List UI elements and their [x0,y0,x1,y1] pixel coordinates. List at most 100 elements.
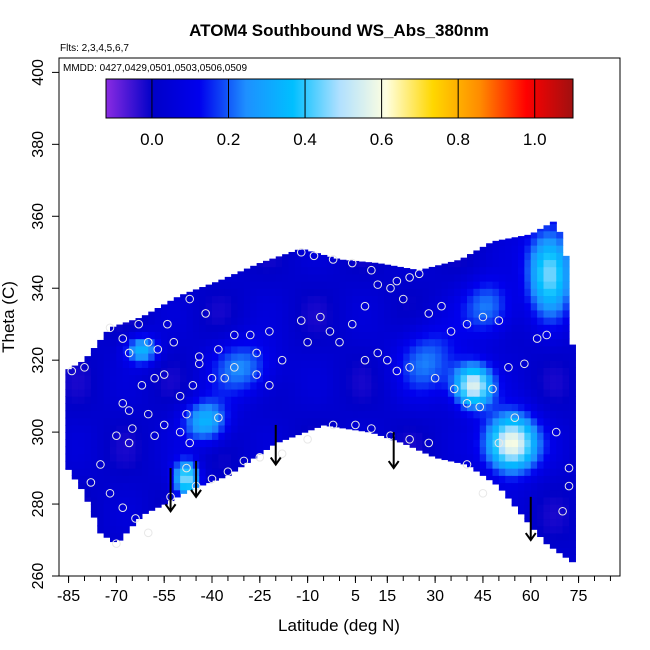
heatmap-cell [396,302,404,311]
heatmap-cell [333,273,341,282]
heatmap-cell [479,439,487,448]
heatmap-cell [403,331,411,340]
heatmap-cell [549,403,557,412]
heatmap-cell [97,511,105,520]
heatmap-cell [447,446,455,455]
heatmap-cell [282,410,290,419]
heatmap-cell [390,367,398,376]
heatmap-cell [530,232,538,239]
heatmap-cell [524,518,532,523]
heatmap-cell [479,396,487,404]
heatmap-cell [467,281,474,289]
heatmap-cell [537,237,545,246]
heatmap-cell [282,331,290,340]
heatmap-cell [90,348,98,354]
heatmap-cell [148,360,156,368]
heatmap-cell [243,309,251,318]
heatmap-cell [288,251,296,253]
heatmap-cell [518,338,525,347]
heatmap-cell [447,410,455,419]
heatmap-cell [263,338,270,347]
heatmap-cell [345,352,353,361]
heatmap-cell [498,352,506,361]
heatmap-cell [454,331,462,340]
heatmap-cell [218,468,226,476]
heatmap-cell [326,352,334,361]
heatmap-cell [103,396,111,404]
heatmap-cell [314,410,321,419]
heatmap-cell [237,424,245,433]
observation-points [67,247,574,548]
heatmap-cell [243,388,251,397]
heatmap-cell [135,360,143,368]
heatmap-cell [358,281,366,289]
heatmap-cell [141,511,149,514]
heatmap-cell [543,273,551,282]
observation-point [542,330,551,340]
heatmap-cell [492,360,500,368]
heatmap-cell [409,388,417,397]
heatmap-cell [441,403,449,412]
heatmap-cell [358,261,366,268]
heatmap-cell [384,374,392,383]
heatmap-cell [377,424,385,433]
heatmap-cell [403,273,411,282]
heatmap-cell [65,374,73,383]
heatmap-cell [205,410,213,419]
heatmap-cell [90,475,98,484]
heatmap-cell [333,259,341,268]
heatmap-cell [518,381,525,390]
heatmap-cell [282,288,290,297]
heatmap-cell [530,410,538,419]
heatmap-cell [358,424,366,432]
heatmap-cell [116,446,124,455]
heatmap-cell [97,460,105,469]
heatmap-cell [524,259,532,268]
heatmap-cell [352,266,360,275]
heatmap-cell [250,338,258,347]
heatmap-cell [263,439,270,448]
heatmap-cell [416,367,423,376]
heatmap-cell [186,453,194,462]
heatmap-cell [237,403,245,412]
heatmap-cell [492,417,500,426]
heatmap-cell [339,367,347,376]
heatmap-cell [97,360,105,368]
heatmap-cell [428,367,436,376]
heatmap-cell [250,432,258,440]
heatmap-cell [569,367,576,376]
heatmap-cell [352,367,360,376]
heatmap-cell [549,273,557,282]
heatmap-cell [97,367,105,376]
heatmap-cell [237,324,245,332]
heatmap-cell [263,331,270,340]
heatmap-cell [275,352,283,361]
heatmap-cell [562,259,570,268]
heatmap-cell [173,410,181,419]
heatmap-cell [154,331,162,340]
heatmap-cell [505,424,513,433]
heatmap-cell [498,367,506,376]
heatmap-cell [556,388,564,397]
heatmap-cell [282,396,290,404]
heatmap-cell [250,302,258,311]
heatmap-cell [167,453,175,462]
heatmap-cell [409,446,417,448]
heatmap-cell [199,410,207,419]
heatmap-field [65,221,576,563]
heatmap-cell [212,317,219,325]
observation-point [430,373,440,383]
heatmap-cell [549,417,557,426]
heatmap-cell [549,381,557,390]
heatmap-cell [116,504,124,512]
heatmap-cell [186,403,194,412]
observation-point [367,424,376,433]
heatmap-cell [154,460,162,469]
heatmap-cell [371,360,379,368]
heatmap-cell [447,424,455,433]
heatmap-cell [263,417,270,426]
heatmap-cell [486,345,494,354]
heatmap-cell [333,331,341,340]
heatmap-cell [345,403,353,412]
heatmap-cell [122,345,130,354]
